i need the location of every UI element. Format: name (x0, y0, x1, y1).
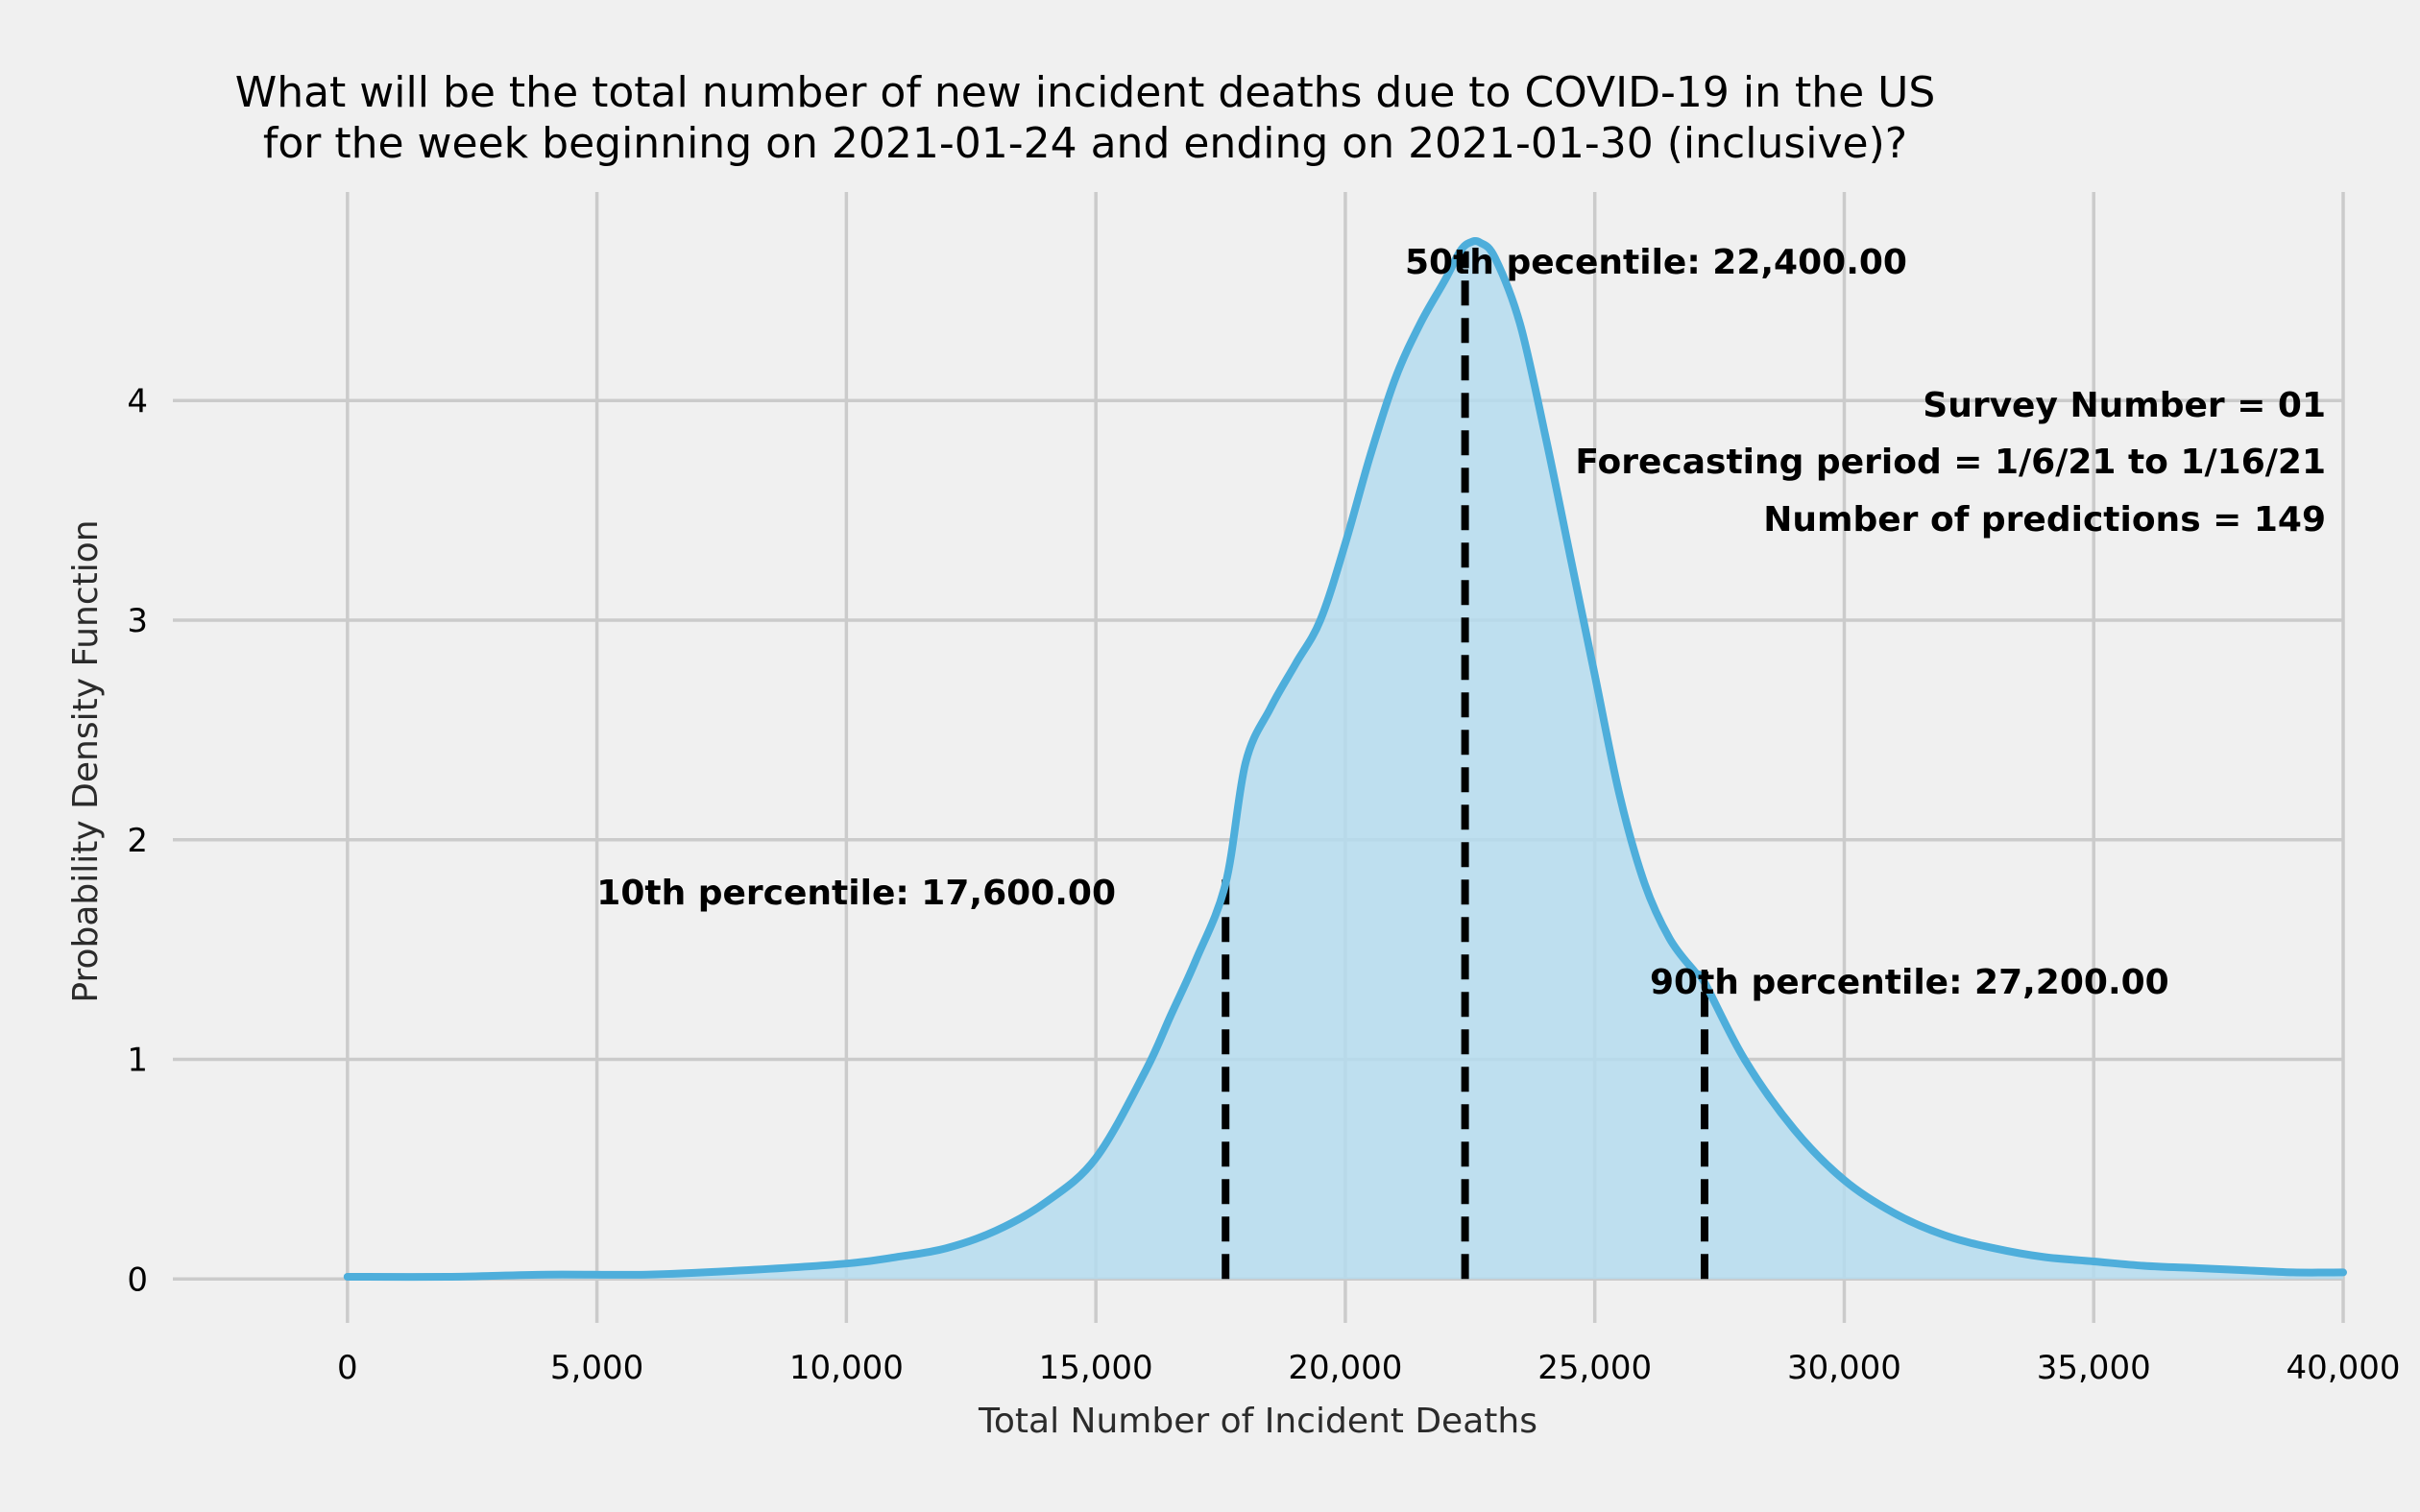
percentile-50-label: 50th pecentile: 22,400.00 (1405, 243, 1907, 282)
y-tick-label: 3 (127, 602, 148, 640)
density-curve-line (343, 237, 2347, 1282)
survey-number-label: Survey Number = 01 (1923, 386, 2326, 425)
y-tick-label: 1 (127, 1042, 148, 1080)
y-tick-label: 4 (127, 382, 148, 420)
x-tick-label: 25,000 (1537, 1349, 1652, 1387)
x-tick-label: 35,000 (2037, 1349, 2151, 1387)
y-tick-label: 2 (127, 822, 148, 860)
x-tick-label: 15,000 (1039, 1349, 1153, 1387)
percentile-10-label: 10th percentile: 17,600.00 (596, 874, 1116, 913)
x-tick-label: 0 (337, 1349, 358, 1387)
chart-title-line-2: for the week beginning on 2021-01-24 and… (263, 119, 1907, 168)
percentile-90-label: 90th percentile: 27,200.00 (1650, 963, 2169, 1002)
y-axis-label: Probability Density Function (66, 519, 106, 1002)
x-tick-label: 5,000 (550, 1349, 643, 1387)
x-tick-label: 10,000 (789, 1349, 904, 1387)
prediction-count-label: Number of predictions = 149 (1763, 500, 2326, 540)
x-tick-label: 30,000 (1787, 1349, 1901, 1387)
plot-area (343, 237, 2347, 1282)
chart-title-line-1: What will be the total number of new inc… (235, 68, 1936, 117)
density-fill-area (347, 240, 2343, 1280)
chart-text: What will be the total number of new inc… (66, 68, 2400, 1441)
x-axis-label: Total Number of Incident Deaths (978, 1402, 1537, 1441)
x-tick-label: 40,000 (2287, 1349, 2401, 1387)
forecasting-period-label: Forecasting period = 1/6/21 to 1/16/21 (1575, 443, 2326, 482)
y-tick-label: 0 (127, 1260, 148, 1299)
x-tick-label: 20,000 (1288, 1349, 1402, 1387)
